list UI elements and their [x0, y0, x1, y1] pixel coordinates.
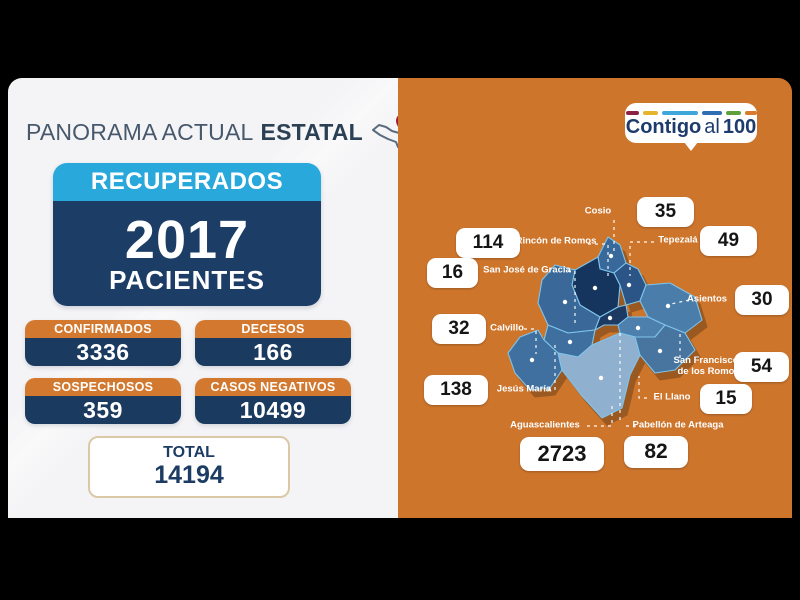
muni-value-pill-el-llano: 15: [700, 384, 752, 414]
muni-label-pabellon-de-arteaga: Pabellón de Arteaga: [632, 419, 724, 431]
label-connector-lines: [524, 220, 690, 427]
stat-value: 3336: [25, 338, 181, 366]
stat-card-sospechosos: SOSPECHOSOS 359: [25, 378, 181, 424]
page-title: PANORAMA ACTUAL ESTATAL: [26, 112, 398, 152]
muni-value-pill-tepezala: 49: [700, 226, 757, 256]
muni-label-asientos: Asientos: [686, 293, 728, 305]
muni-value-pill-cosio: 35: [637, 197, 694, 227]
stat-label: CONFIRMADOS: [25, 320, 181, 338]
logo-word-100: 100: [722, 115, 757, 138]
logo-text: Contigo al 100: [626, 117, 756, 137]
stat-label: SOSPECHOSOS: [25, 378, 181, 396]
mexico-map-pin-icon: [371, 115, 398, 148]
recovered-card-header: RECUPERADOS: [53, 163, 321, 201]
stat-value: 10499: [195, 396, 351, 424]
muni-label-tepezala: Tepezalá: [658, 234, 698, 246]
stat-card-confirmados: CONFIRMADOS 3336: [25, 320, 181, 366]
muni-value-pill-san-francisco-de-los-romo: 54: [734, 352, 789, 382]
logo-dash: [625, 111, 639, 115]
stat-card-casos-negativos: CASOS NEGATIVOS 10499: [195, 378, 351, 424]
recovered-card-body: 2017 PACIENTES: [53, 201, 321, 306]
muni-value-pill-san-jose-de-gracia: 16: [427, 258, 478, 288]
muni-value-pill-rincon-de-romos: 114: [456, 228, 520, 258]
muni-value-pill-pabellon-de-arteaga: 82: [624, 436, 688, 468]
stat-label: CASOS NEGATIVOS: [195, 378, 351, 396]
letterbox-top: [0, 0, 800, 78]
page-title-regular: PANORAMA ACTUAL: [26, 118, 254, 145]
total-value: 14194: [154, 461, 224, 490]
logo-dash: [642, 111, 658, 115]
municipality-center-dots: [529, 253, 671, 381]
logo-dash: [661, 111, 698, 115]
muni-value-pill-asientos: 30: [735, 285, 789, 315]
letterbox-left: [0, 0, 8, 600]
muni-label-san-jose-de-gracia: San José de Gracia: [483, 264, 571, 276]
logo-color-dashes: [625, 111, 757, 115]
muni-label-calvillo: Calvillo: [490, 322, 524, 334]
stat-label: DECESOS: [195, 320, 351, 338]
letterbox-right: [792, 0, 800, 600]
logo-word-contigo: Contigo: [625, 115, 702, 138]
logo-word-al: al: [704, 115, 720, 138]
muni-value-pill-jesus-maria: 138: [424, 375, 488, 405]
muni-label-san-francisco-de-los-romo: San Francisco de los Romo: [673, 355, 739, 377]
recovered-unit-label: PACIENTES: [109, 264, 265, 295]
page-title-bold: ESTATAL: [260, 118, 363, 145]
muni-value-pill-calvillo: 32: [432, 314, 486, 344]
stat-value: 359: [25, 396, 181, 424]
stat-card-decesos: DECESOS 166: [195, 320, 351, 366]
logo-dash: [744, 111, 757, 115]
contigo-al-100-logo: Contigo al 100: [625, 103, 757, 143]
aguascalientes-state-map: [507, 220, 703, 427]
state-panorama-panel: PANORAMA ACTUAL ESTATAL RECUPERADOS 2017…: [8, 78, 398, 518]
recovered-count: 2017: [124, 209, 250, 270]
stat-value: 166: [195, 338, 351, 366]
recovered-card: RECUPERADOS 2017 PACIENTES: [53, 163, 321, 306]
total-card: TOTAL 14194: [88, 436, 290, 498]
total-label: TOTAL: [163, 444, 215, 462]
logo-dash: [725, 111, 741, 115]
muni-label-aguascalientes: Aguascalientes: [510, 419, 580, 431]
logo-dash: [701, 111, 722, 115]
muni-label-el-llano: El Llano: [653, 391, 691, 403]
muni-label-rincon-de-romos: Rincón de Romos: [515, 235, 597, 247]
muni-label-cosio: Cosio: [584, 205, 612, 217]
letterbox-bottom: [0, 518, 800, 600]
infographic-stage: PANORAMA ACTUAL ESTATAL RECUPERADOS 2017…: [8, 78, 792, 518]
muni-label-jesus-maria: Jesús María: [496, 383, 552, 395]
municipality-map-panel: Contigo al 100 Cosio 35 Rincón de Romos 114 Te…: [398, 78, 792, 518]
muni-value-pill-aguascalientes: 2723: [520, 437, 604, 471]
